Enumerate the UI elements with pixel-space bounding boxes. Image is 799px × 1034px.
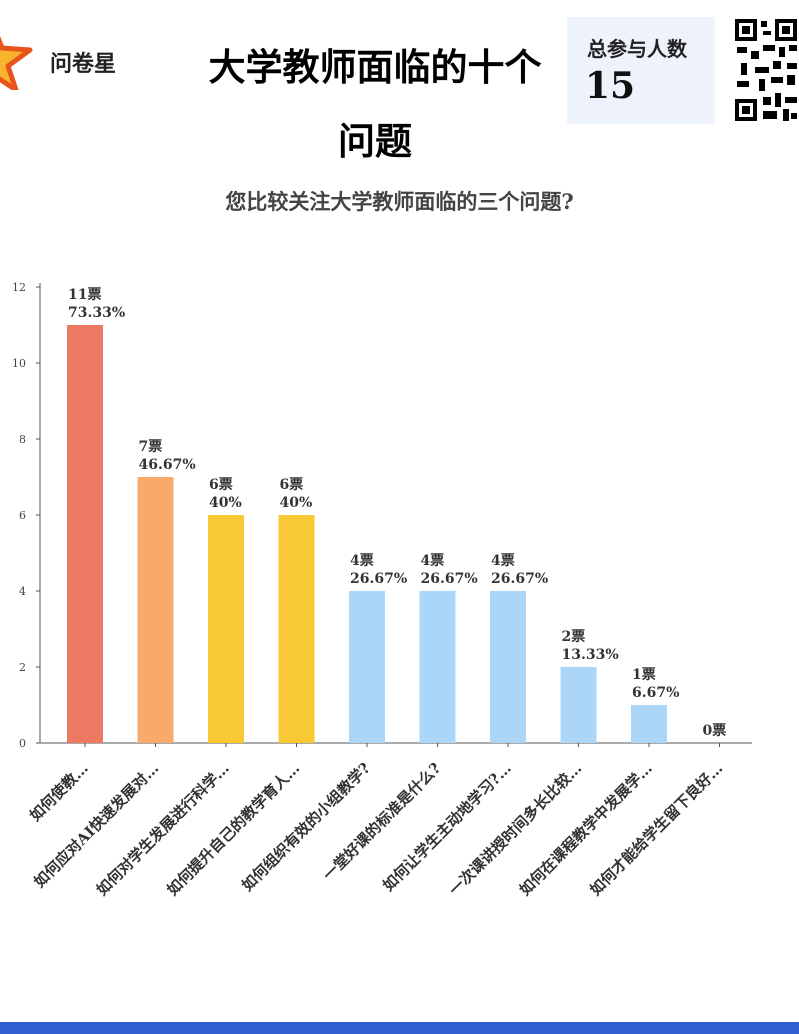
vote-count-label: 4票: [350, 553, 374, 569]
x-category-label: 如何组织有效的小组教学?: [238, 759, 374, 895]
y-tick-label: 10: [12, 357, 26, 370]
x-category-label: 如何使教…: [26, 759, 92, 825]
bar: [67, 325, 103, 743]
x-category-label: 一次课讲授时间多长比较…: [445, 759, 585, 899]
x-category-label: 如何应对AI快速发展对…: [30, 759, 162, 891]
vote-count-label: 6票: [209, 477, 233, 493]
y-tick-label: 12: [12, 281, 26, 294]
vote-count-label: 4票: [421, 553, 445, 569]
x-category-label: 一堂好课的标准是什么?: [319, 759, 444, 884]
x-category-label: 如何让学生主动地学习?…: [379, 759, 515, 895]
x-category-label: 如何对学生发展进行科学…: [93, 759, 233, 899]
bar: [419, 591, 456, 743]
title-line-2: 问题: [338, 119, 412, 163]
y-tick-label: 8: [19, 433, 26, 446]
vote-percent-label: 26.67%: [421, 571, 478, 587]
y-tick-label: 4: [19, 585, 26, 598]
y-tick-label: 6: [19, 509, 26, 522]
vote-count-label: 2票: [562, 629, 586, 645]
bar: [278, 515, 315, 743]
bar: [137, 477, 174, 743]
bar: [349, 591, 385, 743]
bar: [490, 591, 526, 743]
footer-bar: [0, 1022, 799, 1034]
participant-stat-value: 15: [585, 65, 636, 107]
x-category-label: 如何提升自己的教学育人…: [163, 759, 303, 899]
vote-percent-label: 46.67%: [139, 457, 196, 473]
title-line-1: 大学教师面临的十个: [208, 45, 542, 89]
bar-chart: 0 2 4 6 8 10 12 11票 73.33% 如何使教… 7票 46.67% 如何应对AI快速发…: [12, 281, 752, 899]
bar: [208, 515, 244, 743]
bar: [631, 705, 667, 743]
y-tick-label: 2: [19, 661, 26, 674]
y-tick-label: 0: [19, 737, 26, 750]
vote-percent-label: 73.33%: [68, 305, 125, 321]
vote-percent-label: 26.67%: [350, 571, 407, 587]
vote-percent-label: 6.67%: [632, 685, 679, 701]
vote-count-label: 1票: [632, 667, 656, 683]
vote-count-label: 4票: [491, 553, 515, 569]
vote-count-label: 7票: [139, 439, 163, 455]
x-category-label: 如何才能给学生留下良好…: [586, 759, 726, 899]
page-title: 大学教师面临的十个 问题: [180, 30, 570, 178]
participant-stat-card: 总参与人数 15: [567, 17, 715, 124]
vote-count-label: 6票: [280, 477, 304, 493]
vote-percent-label: 13.33%: [562, 647, 619, 663]
bar: [560, 667, 597, 743]
star-logo-icon: [0, 35, 33, 90]
vote-percent-label: 40%: [209, 495, 242, 511]
participant-stat-label: 总参与人数: [587, 37, 687, 61]
vote-percent-label: 40%: [280, 495, 313, 511]
x-category-label: 如何在课程教学中发展学…: [516, 759, 656, 899]
vote-percent-label: 26.67%: [491, 571, 548, 587]
qr-code-icon: [733, 17, 799, 123]
vote-count-label: 0票: [703, 723, 727, 739]
chart-question-title: 您比较关注大学教师面临的三个问题?: [225, 189, 574, 214]
brand-name: 问卷星: [50, 51, 117, 77]
vote-count-label: 11票: [68, 287, 101, 303]
